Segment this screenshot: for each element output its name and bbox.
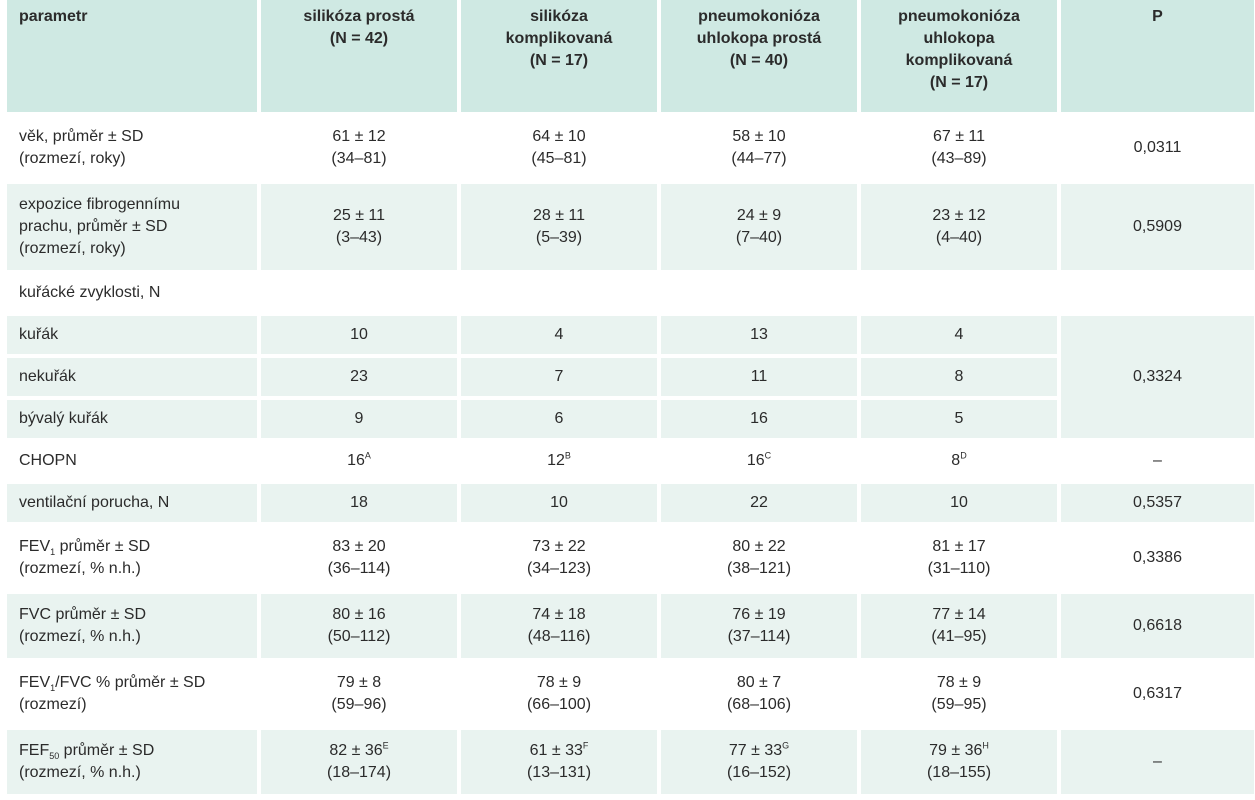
table-cell: 81 ± 17 (31–110) — [861, 526, 1057, 590]
row-label: FEV1/FVC % průměr ± SD (rozmezí) — [7, 662, 257, 726]
table-cell: 79 ± 8 (59–96) — [261, 662, 457, 726]
table-cell: 4 — [461, 316, 657, 354]
table-cell: 25 ± 11 (3–43) — [261, 184, 457, 270]
row-label: kuřácké zvyklosti, N — [7, 274, 257, 312]
table-cell: 8 — [861, 358, 1057, 396]
row-copd: CHOPN 16A 12B 16C 8D – — [7, 442, 1254, 480]
table-cell: 16C — [661, 442, 857, 480]
row-smoking-header: kuřácké zvyklosti, N — [7, 274, 1254, 312]
p-value-cell: – — [1061, 730, 1254, 794]
table-cell: 80 ± 22 (38–121) — [661, 526, 857, 590]
header-group-3: pneumokonióza uhlokopa prostá (N = 40) — [661, 0, 857, 112]
table-cell: 13 — [661, 316, 857, 354]
row-label: FEV1 průměr ± SD (rozmezí, % n.h.) — [7, 526, 257, 590]
row-label: kuřák — [7, 316, 257, 354]
table-cell: 22 — [661, 484, 857, 522]
table-cell: 18 — [261, 484, 457, 522]
table-cell: 77 ± 33G (16–152) — [661, 730, 857, 794]
p-value-cell: 0,0311 — [1061, 116, 1254, 180]
table-cell: 83 ± 20 (36–114) — [261, 526, 457, 590]
row-label: CHOPN — [7, 442, 257, 480]
row-label: FVC průměr ± SD (rozmezí, % n.h.) — [7, 594, 257, 658]
p-value-cell: 0,5909 — [1061, 184, 1254, 270]
table-cell: 11 — [661, 358, 857, 396]
header-p: P — [1061, 0, 1254, 112]
table-container: parametr silikóza prostá (N = 42) silikó… — [7, 0, 1254, 794]
row-label: nekuřák — [7, 358, 257, 396]
table-cell: 7 — [461, 358, 657, 396]
table-cell: 24 ± 9 (7–40) — [661, 184, 857, 270]
table-cell: 80 ± 16 (50–112) — [261, 594, 457, 658]
row-label: FEF50 průměr ± SD (rozmezí, % n.h.) — [7, 730, 257, 794]
table-cell: 64 ± 10 (45–81) — [461, 116, 657, 180]
table-cell: 16 — [661, 400, 857, 438]
table-cell: 67 ± 11 (43–89) — [861, 116, 1057, 180]
table-cell: 80 ± 7 (68–106) — [661, 662, 857, 726]
p-value-cell: 0,6618 — [1061, 594, 1254, 658]
table-cell: 76 ± 19 (37–114) — [661, 594, 857, 658]
table-cell: 82 ± 36E (18–174) — [261, 730, 457, 794]
row-label: ventilační porucha, N — [7, 484, 257, 522]
header-group-1: silikóza prostá (N = 42) — [261, 0, 457, 112]
table-cell: 77 ± 14 (41–95) — [861, 594, 1057, 658]
p-value-cell: – — [1061, 442, 1254, 480]
row-label: bývalý kuřák — [7, 400, 257, 438]
row-label: expozice fibrogennímu prachu, průměr ± S… — [7, 184, 257, 270]
table-cell: 10 — [861, 484, 1057, 522]
table-cell: 73 ± 22 (34–123) — [461, 526, 657, 590]
header-parameter: parametr — [7, 0, 257, 112]
table-cell: 78 ± 9 (66–100) — [461, 662, 657, 726]
row-fev1: FEV1 průměr ± SD (rozmezí, % n.h.) 83 ± … — [7, 526, 1254, 590]
row-nonsmoker: nekuřák 23 7 11 8 — [7, 358, 1254, 396]
table-cell: 61 ± 33F (13–131) — [461, 730, 657, 794]
row-label: věk, průměr ± SD (rozmezí, roky) — [7, 116, 257, 180]
p-value-cell: 0,6317 — [1061, 662, 1254, 726]
table-cell: 16A — [261, 442, 457, 480]
header-group-2: silikóza komplikovaná (N = 17) — [461, 0, 657, 112]
table-cell: 78 ± 9 (59–95) — [861, 662, 1057, 726]
row-fvc: FVC průměr ± SD (rozmezí, % n.h.) 80 ± 1… — [7, 594, 1254, 658]
table-cell: 28 ± 11 (5–39) — [461, 184, 657, 270]
data-table: parametr silikóza prostá (N = 42) silikó… — [7, 0, 1254, 794]
p-value-cell: 0,5357 — [1061, 484, 1254, 522]
table-cell: 23 — [261, 358, 457, 396]
table-cell: 23 ± 12 (4–40) — [861, 184, 1057, 270]
row-smoker: kuřák 10 4 13 4 0,3324 — [7, 316, 1254, 438]
p-value-cell: 0,3324 — [1061, 316, 1254, 438]
row-age: věk, průměr ± SD (rozmezí, roky) 61 ± 12… — [7, 116, 1254, 180]
table-cell: 4 — [861, 316, 1057, 354]
table-cell: 6 — [461, 400, 657, 438]
row-fef50: FEF50 průměr ± SD (rozmezí, % n.h.) 82 ±… — [7, 730, 1254, 794]
table-cell: 74 ± 18 (48–116) — [461, 594, 657, 658]
table-cell: 10 — [461, 484, 657, 522]
table-cell: 9 — [261, 400, 457, 438]
p-value-cell: 0,3386 — [1061, 526, 1254, 590]
table-cell: 58 ± 10 (44–77) — [661, 116, 857, 180]
table-cell: 79 ± 36H (18–155) — [861, 730, 1057, 794]
row-ventilation: ventilační porucha, N 18 10 22 10 0,5357 — [7, 484, 1254, 522]
row-exposure: expozice fibrogennímu prachu, průměr ± S… — [7, 184, 1254, 270]
header-row: parametr silikóza prostá (N = 42) silikó… — [7, 0, 1254, 112]
table-cell: 8D — [861, 442, 1057, 480]
table-cell: 5 — [861, 400, 1057, 438]
row-fev1-fvc: FEV1/FVC % průměr ± SD (rozmezí) 79 ± 8(… — [7, 662, 1254, 726]
row-former-smoker: bývalý kuřák 9 6 16 5 — [7, 400, 1254, 438]
table-cell: 10 — [261, 316, 457, 354]
table-cell: 12B — [461, 442, 657, 480]
header-group-4: pneumokonióza uhlokopa komplikovaná (N =… — [861, 0, 1057, 112]
table-cell: 61 ± 12 (34–81) — [261, 116, 457, 180]
